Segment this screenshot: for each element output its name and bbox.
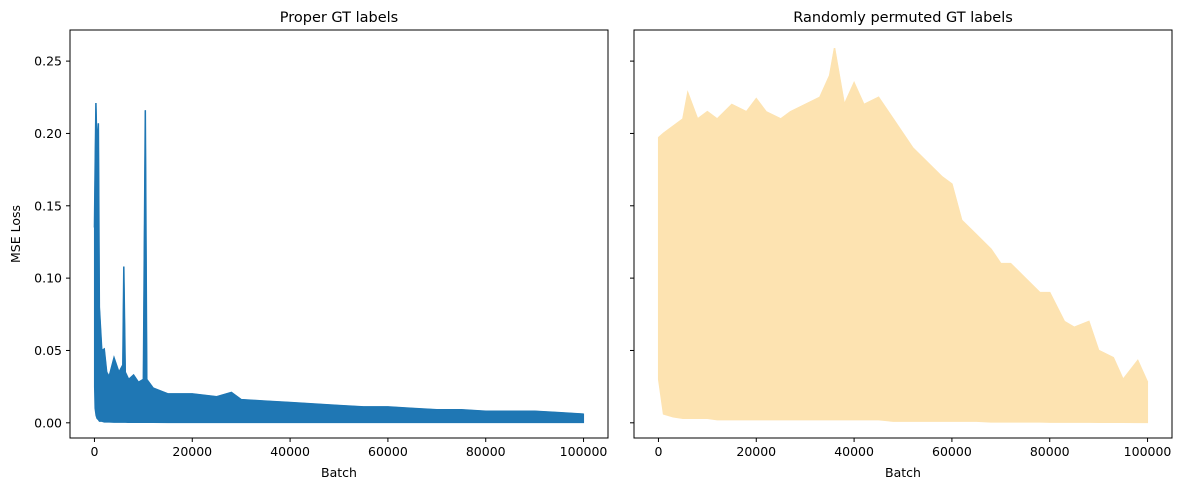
right-plot-area [657, 47, 1149, 424]
right-x-tick-label: 40000 [834, 444, 874, 459]
right-x-tick-label: 60000 [932, 444, 972, 459]
left-axes-frame [69, 29, 609, 439]
left-y-axis-label: MSE Loss [8, 205, 23, 263]
left-x-tick-label: 60000 [368, 444, 408, 459]
right-x-tick-label: 0 [654, 444, 662, 459]
right-axes-frame [633, 29, 1173, 439]
left-subplot: Proper GT labels 0 20000 40000 60000 80000 10… [8, 10, 609, 480]
right-x-axis-label: Batch [885, 465, 921, 480]
left-y-tick-label: 0.15 [34, 198, 62, 213]
left-series-0-band [93, 103, 585, 424]
left-title: Proper GT labels [280, 10, 399, 26]
left-y-ticks: 0.00 0.05 0.10 0.15 0.20 0.25 [34, 54, 70, 430]
left-x-ticks: 0 20000 40000 60000 80000 100000 [90, 438, 607, 459]
right-x-ticks: 0 20000 40000 60000 80000 100000 [654, 438, 1171, 459]
left-y-tick-label: 0.10 [34, 271, 62, 286]
left-y-tick-label: 0.20 [34, 126, 62, 141]
right-y-ticks [630, 60, 634, 424]
right-x-tick-label: 100000 [1124, 444, 1172, 459]
right-x-tick-label: 80000 [1030, 444, 1070, 459]
left-x-tick-label: 20000 [172, 444, 212, 459]
right-series-0-line [657, 47, 1149, 383]
left-y-tick-label: 0.25 [34, 54, 62, 69]
left-x-tick-label: 80000 [466, 444, 506, 459]
right-subplot: Randomly permuted GT labels 0 20000 40000 6… [630, 10, 1173, 480]
left-plot-area [93, 103, 585, 424]
right-x-tick-label: 20000 [736, 444, 776, 459]
left-x-tick-label: 100000 [560, 444, 608, 459]
left-x-tick-label: 40000 [270, 444, 310, 459]
left-series-0-line [93, 103, 584, 415]
right-title: Randomly permuted GT labels [793, 10, 1013, 26]
left-y-tick-label: 0.00 [34, 415, 62, 430]
left-y-tick-label: 0.05 [34, 343, 62, 358]
left-x-tick-label: 0 [90, 444, 98, 459]
left-x-axis-label: Batch [321, 465, 357, 480]
